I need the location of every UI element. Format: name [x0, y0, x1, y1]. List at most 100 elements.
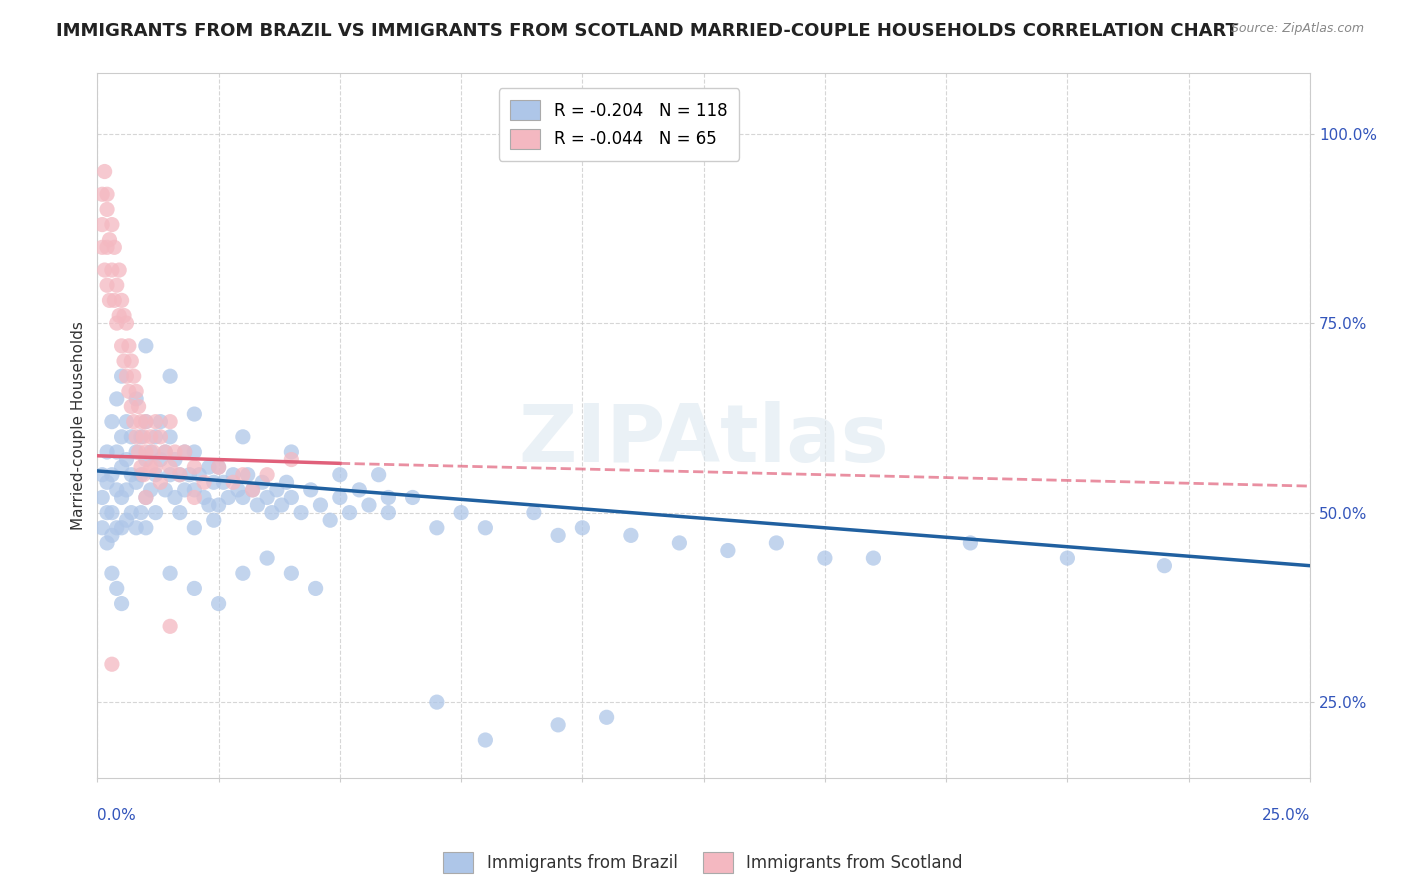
Point — [474, 521, 496, 535]
Point — [159, 467, 181, 482]
Point — [198, 460, 221, 475]
Point — [145, 430, 167, 444]
Point — [256, 491, 278, 505]
Point — [193, 491, 215, 505]
Point — [159, 460, 181, 475]
Point — [129, 467, 152, 482]
Point — [232, 430, 254, 444]
Point — [547, 528, 569, 542]
Point — [115, 316, 138, 330]
Text: IMMIGRANTS FROM BRAZIL VS IMMIGRANTS FROM SCOTLAND MARRIED-COUPLE HOUSEHOLDS COR: IMMIGRANTS FROM BRAZIL VS IMMIGRANTS FRO… — [56, 22, 1239, 40]
Point — [202, 475, 225, 490]
Text: Source: ZipAtlas.com: Source: ZipAtlas.com — [1230, 22, 1364, 36]
Point — [115, 483, 138, 497]
Point — [155, 445, 177, 459]
Point — [145, 467, 167, 482]
Point — [426, 521, 449, 535]
Point — [450, 506, 472, 520]
Point — [159, 415, 181, 429]
Point — [96, 278, 118, 293]
Point — [862, 551, 884, 566]
Point — [222, 467, 245, 482]
Point — [183, 407, 205, 421]
Point — [814, 551, 837, 566]
Point — [105, 582, 128, 596]
Point — [163, 445, 186, 459]
Point — [96, 240, 118, 254]
Point — [256, 551, 278, 566]
Point — [110, 460, 132, 475]
Point — [149, 475, 172, 490]
Point — [91, 521, 114, 535]
Point — [212, 475, 235, 490]
Point — [149, 415, 172, 429]
Point — [299, 483, 322, 497]
Point — [128, 400, 150, 414]
Point — [183, 460, 205, 475]
Point — [110, 597, 132, 611]
Point — [377, 491, 399, 505]
Point — [112, 309, 135, 323]
Point — [139, 430, 162, 444]
Point — [115, 369, 138, 384]
Point — [280, 491, 302, 505]
Point — [169, 467, 191, 482]
Point — [149, 430, 172, 444]
Point — [329, 491, 352, 505]
Point — [125, 392, 148, 406]
Point — [232, 467, 254, 482]
Point — [959, 536, 981, 550]
Point — [129, 415, 152, 429]
Point — [159, 619, 181, 633]
Point — [1056, 551, 1078, 566]
Point — [105, 278, 128, 293]
Point — [98, 293, 121, 308]
Point — [207, 498, 229, 512]
Point — [207, 460, 229, 475]
Point — [118, 339, 141, 353]
Point — [266, 483, 288, 497]
Point — [367, 467, 389, 482]
Point — [132, 430, 155, 444]
Point — [163, 452, 186, 467]
Point — [426, 695, 449, 709]
Point — [173, 445, 195, 459]
Point — [91, 240, 114, 254]
Point — [129, 506, 152, 520]
Point — [120, 354, 142, 368]
Point — [349, 483, 371, 497]
Point — [163, 491, 186, 505]
Point — [125, 384, 148, 399]
Point — [112, 354, 135, 368]
Point — [110, 491, 132, 505]
Point — [105, 483, 128, 497]
Point — [105, 392, 128, 406]
Point — [202, 513, 225, 527]
Point — [217, 491, 239, 505]
Text: ZIPAtlas: ZIPAtlas — [519, 401, 889, 478]
Point — [1153, 558, 1175, 573]
Point — [101, 263, 124, 277]
Point — [246, 498, 269, 512]
Point — [339, 506, 361, 520]
Point — [198, 498, 221, 512]
Point — [159, 369, 181, 384]
Point — [173, 445, 195, 459]
Point — [129, 430, 152, 444]
Point — [523, 506, 546, 520]
Point — [110, 369, 132, 384]
Point — [145, 506, 167, 520]
Point — [129, 460, 152, 475]
Point — [96, 187, 118, 202]
Point — [118, 384, 141, 399]
Point — [91, 467, 114, 482]
Point — [110, 430, 132, 444]
Point — [145, 415, 167, 429]
Y-axis label: Married-couple Households: Married-couple Households — [72, 321, 86, 530]
Point — [155, 483, 177, 497]
Point — [91, 187, 114, 202]
Point — [547, 718, 569, 732]
Point — [188, 467, 211, 482]
Point — [96, 536, 118, 550]
Point — [595, 710, 617, 724]
